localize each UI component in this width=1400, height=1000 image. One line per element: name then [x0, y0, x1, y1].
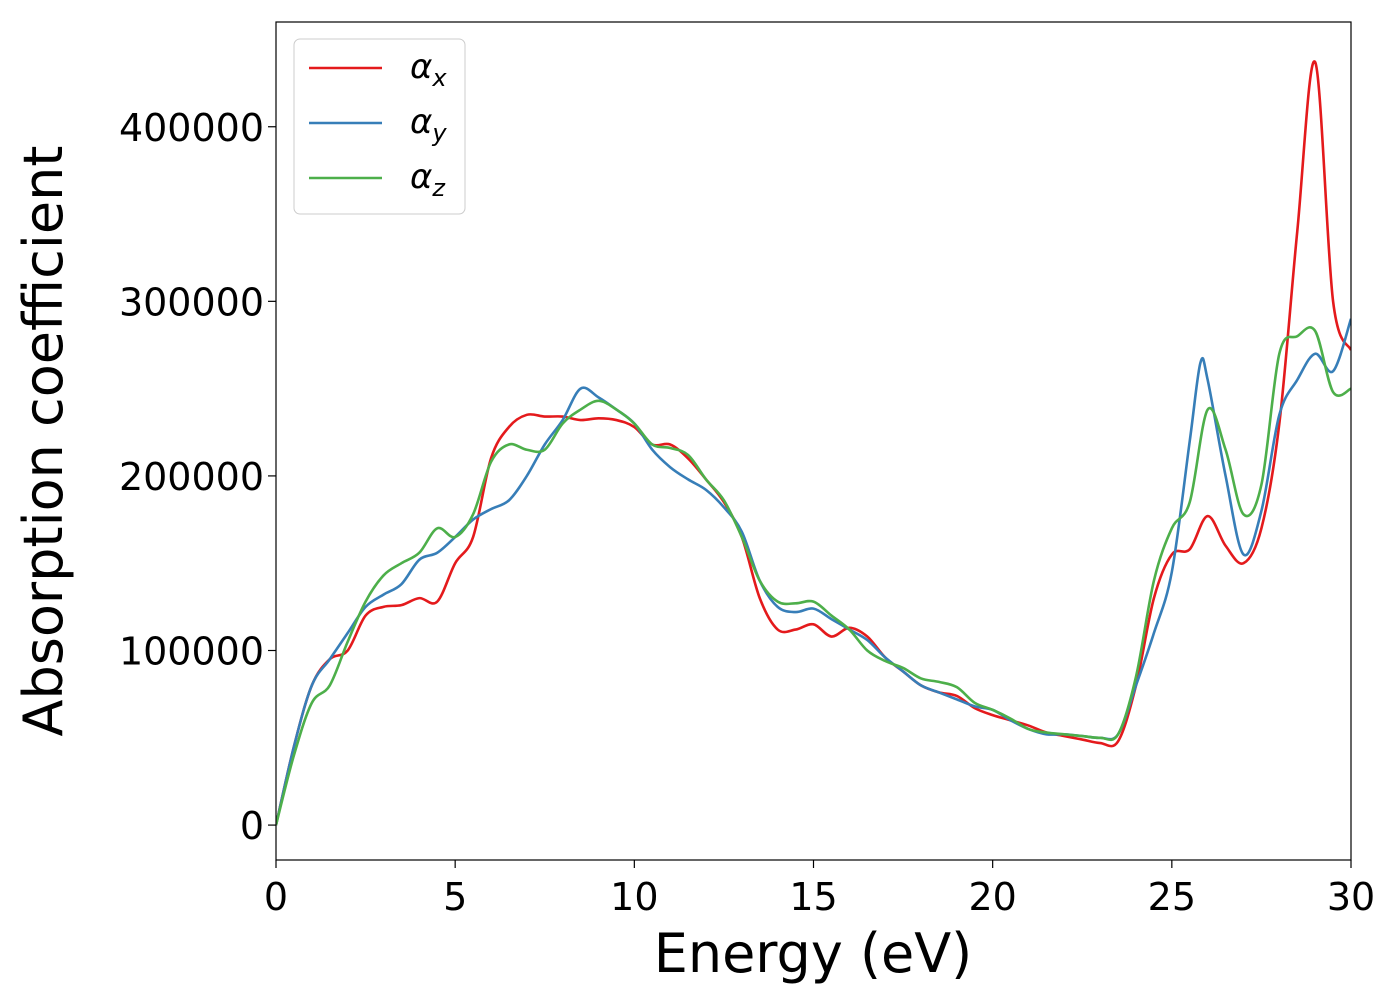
legend-label-y: αy: [410, 102, 447, 147]
series-line-x: [276, 60, 1351, 826]
x-tick-label: 10: [610, 875, 658, 919]
legend: αx αy αz: [293, 38, 466, 215]
legend-label-z: αz: [410, 157, 446, 202]
x-tick-label: 20: [968, 875, 1016, 919]
y-tick-label: 300000: [119, 280, 264, 324]
x-tick-label: 25: [1148, 875, 1196, 919]
x-axis: 0 5 10 15 20 25 30: [264, 860, 1375, 919]
series-line-z: [276, 326, 1351, 826]
y-tick-label: 200000: [119, 455, 264, 499]
y-axis: 0 100000 200000 300000 400000: [119, 106, 276, 848]
y-tick-label: 400000: [119, 106, 264, 150]
y-tick-label: 100000: [119, 630, 264, 674]
x-tick-label: 15: [789, 875, 837, 919]
y-axis-label: Absorption coefficient: [12, 146, 75, 737]
x-tick-label: 5: [443, 875, 467, 919]
legend-box: [293, 38, 466, 215]
x-axis-label: Energy (eV): [654, 922, 973, 985]
x-tick-label: 30: [1327, 875, 1375, 919]
x-tick-label: 0: [264, 875, 288, 919]
legend-label-x: αx: [410, 47, 447, 92]
y-tick-label: 0: [240, 804, 264, 848]
series-layer: [276, 60, 1351, 826]
